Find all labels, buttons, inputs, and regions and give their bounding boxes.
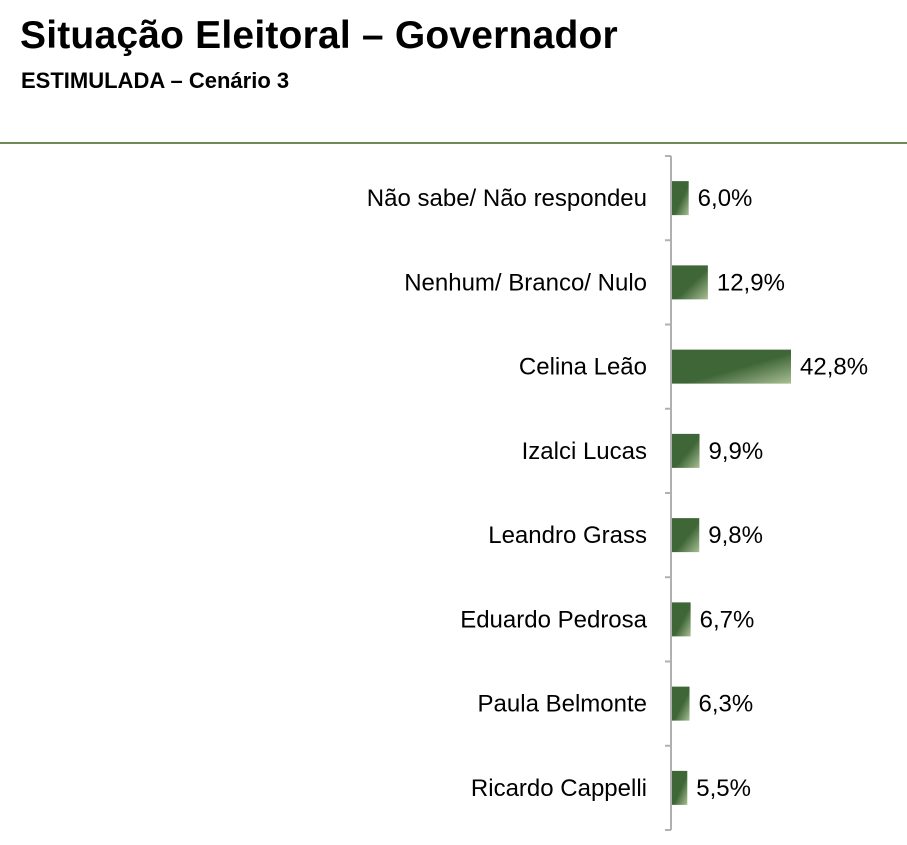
bar [672,349,791,384]
bar [672,602,691,637]
category-label: Nenhum/ Branco/ Nulo [404,269,647,296]
category-label: Celina Leão [519,354,647,381]
bar [672,770,688,805]
value-label: 9,9% [709,438,764,465]
value-label: 5,5% [696,775,751,802]
bar [672,686,690,721]
header-divider [0,142,907,144]
value-label: 6,0% [698,185,753,212]
bar [672,433,700,468]
bar [672,265,708,300]
category-label: Não sabe/ Não respondeu [367,185,647,212]
value-label: 6,3% [699,691,754,718]
category-label: Paula Belmonte [478,691,647,718]
bar [672,518,700,553]
bar [672,181,689,216]
category-label: Leandro Grass [488,522,647,549]
bars-layer [672,181,791,805]
category-label: Izalci Lucas [522,438,647,465]
value-label: 6,7% [700,606,755,633]
value-label: 42,8% [800,354,868,381]
category-label: Eduardo Pedrosa [460,606,647,633]
value-label: 9,8% [708,522,763,549]
axis-layer [665,155,672,831]
value-label: 12,9% [717,269,785,296]
page-subtitle: ESTIMULADA – Cenário 3 [21,68,290,93]
page-title: Situação Eleitoral – Governador [20,14,618,57]
labels-layer: Não sabe/ Não respondeu 6,0% Nenhum/ Branc… [367,185,868,802]
category-label: Ricardo Cappelli [471,775,647,802]
